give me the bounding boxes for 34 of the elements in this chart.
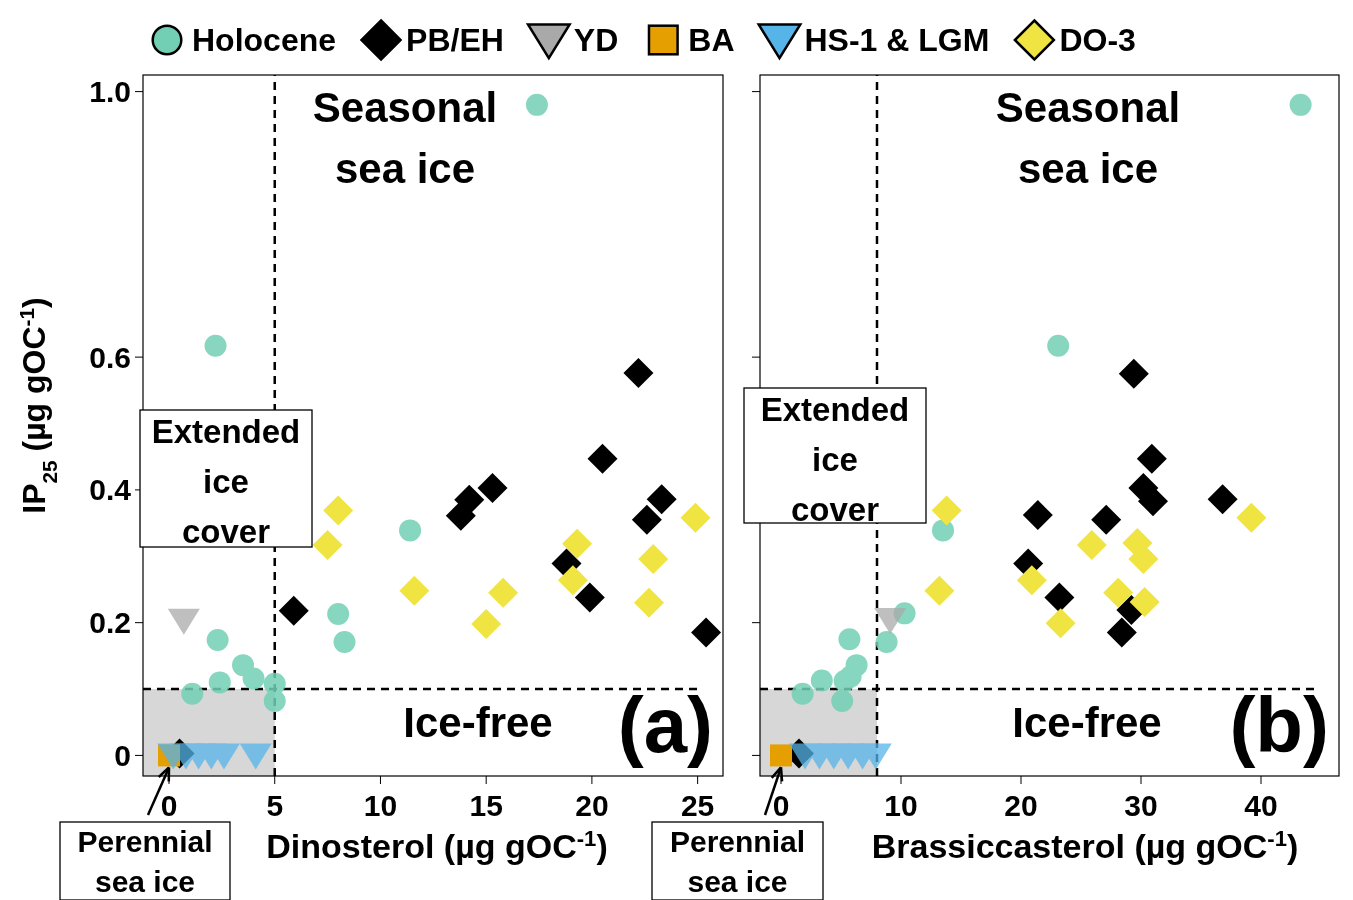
legend-label: PB/EH	[406, 22, 504, 58]
x-axis-title: Brassiccasterol (µg gOC$^{-1}$)	[871, 825, 1299, 865]
annotation: Seasonal sea ice	[995, 84, 1181, 192]
y-tick-label: 0	[114, 738, 131, 772]
annotation: Perennial sea ice	[669, 825, 806, 898]
legend-label: Holocene	[192, 22, 337, 58]
x-tick-label: 25	[680, 789, 715, 822]
x-tick-label: 0	[160, 789, 178, 822]
legend-label: YD	[573, 22, 619, 58]
annotation: Extended ice cover	[760, 391, 910, 528]
annotation: Ice-free	[1012, 699, 1162, 746]
x-tick-label: 0	[772, 789, 790, 822]
legend-label: DO-3	[1059, 22, 1136, 58]
annotation: Seasonal sea ice	[312, 84, 498, 192]
x-tick-label: 15	[469, 789, 503, 822]
annotation: Extended ice cover	[151, 413, 301, 550]
x-tick-label: 20	[1004, 789, 1038, 822]
annotation: Ice-free	[403, 699, 553, 746]
legend-label: HS-1 & LGM	[804, 22, 990, 58]
text: (b)	[1229, 681, 1329, 769]
annotation: Perennial sea ice	[77, 825, 213, 898]
x-axis-title: Dinosterol (µg gOC$^{-1}$)	[266, 825, 608, 865]
text: (a)	[617, 681, 713, 769]
x-tick-label: 5	[266, 789, 284, 822]
y-tick-label: 1.0	[89, 75, 131, 109]
y-tick-label: 0.2	[89, 606, 131, 640]
legend-label: BA	[688, 22, 735, 58]
y-tick-label: 0.4	[89, 473, 132, 507]
x-tick-label: 10	[363, 789, 398, 822]
y-tick-label: 0.6	[89, 340, 131, 374]
x-tick-label: 20	[575, 789, 609, 822]
x-tick-label: 10	[884, 789, 918, 822]
x-tick-label: 30	[1124, 789, 1158, 822]
x-tick-label: 40	[1244, 789, 1278, 822]
